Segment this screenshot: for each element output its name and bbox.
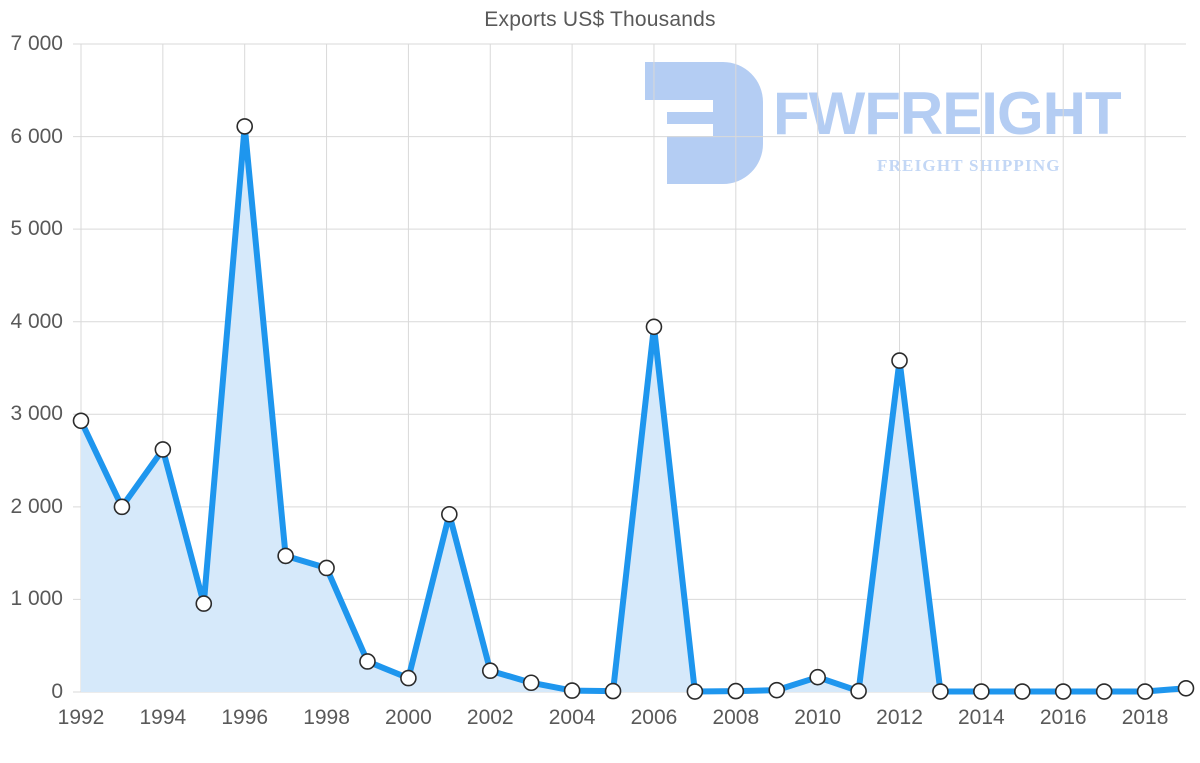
data-point[interactable] — [1136, 683, 1154, 700]
data-point[interactable] — [522, 674, 540, 692]
x-axis-tick-label: 1996 — [221, 706, 269, 729]
y-axis-tick-label: 4 000 — [10, 309, 63, 333]
y-axis-tick-label: 1 000 — [10, 587, 63, 611]
y-axis-tick-label: 3 000 — [10, 402, 63, 426]
data-point[interactable] — [973, 683, 990, 700]
x-axis-tick-label: 2006 — [630, 706, 678, 729]
data-point[interactable] — [686, 683, 704, 700]
data-point[interactable] — [236, 118, 253, 135]
data-point[interactable] — [400, 669, 417, 687]
x-axis-tick-label: 2012 — [876, 706, 923, 729]
x-axis-tick-label: 1992 — [57, 706, 105, 729]
x-axis-tick-label: 2014 — [958, 706, 1005, 729]
data-point[interactable] — [113, 498, 131, 516]
data-point[interactable] — [604, 682, 622, 700]
x-axis-tick-label: 2008 — [712, 706, 760, 729]
data-point[interactable] — [318, 559, 335, 577]
x-axis-tick-label: 2018 — [1121, 706, 1169, 729]
y-axis-tick-label: 5 000 — [10, 217, 63, 241]
data-point[interactable] — [850, 682, 867, 700]
data-point[interactable] — [441, 505, 458, 523]
data-line — [78, 123, 1189, 695]
y-axis-tick-label: 2 000 — [10, 494, 63, 518]
data-markers — [72, 118, 1195, 700]
x-axis-tick-label: 2016 — [1039, 706, 1087, 729]
x-axis-tick-label: 1998 — [303, 706, 350, 729]
data-point[interactable] — [727, 682, 745, 700]
data-point[interactable] — [1054, 683, 1072, 700]
x-axis-tick-label: 2004 — [548, 706, 596, 729]
data-point[interactable] — [891, 352, 908, 369]
data-point[interactable] — [809, 668, 826, 686]
data-point[interactable] — [154, 441, 172, 458]
x-axis-tick-label: 1994 — [139, 706, 187, 729]
y-axis-tick-label: 6 000 — [10, 124, 63, 148]
chart-title: Exports US$ Thousands — [484, 8, 716, 31]
data-point[interactable] — [1013, 683, 1031, 700]
data-point[interactable] — [645, 318, 663, 336]
data-point[interactable] — [195, 595, 213, 612]
data-point[interactable] — [1095, 683, 1113, 700]
data-point[interactable] — [359, 653, 376, 670]
data-point[interactable] — [768, 681, 786, 699]
data-point[interactable] — [932, 683, 949, 700]
data-point[interactable] — [72, 412, 90, 430]
area-fill — [81, 126, 1186, 692]
data-point[interactable] — [277, 547, 294, 565]
data-point[interactable] — [1177, 679, 1195, 697]
x-axis-tick-label: 2010 — [794, 706, 842, 729]
data-point[interactable] — [563, 682, 581, 699]
y-axis-tick-label: 0 — [51, 680, 63, 703]
y-axis-tick-label: 7 000 — [10, 32, 63, 55]
x-axis-tick-label: 2000 — [385, 706, 432, 729]
data-point[interactable] — [481, 662, 499, 680]
x-axis-tick-label: 2002 — [466, 706, 514, 729]
